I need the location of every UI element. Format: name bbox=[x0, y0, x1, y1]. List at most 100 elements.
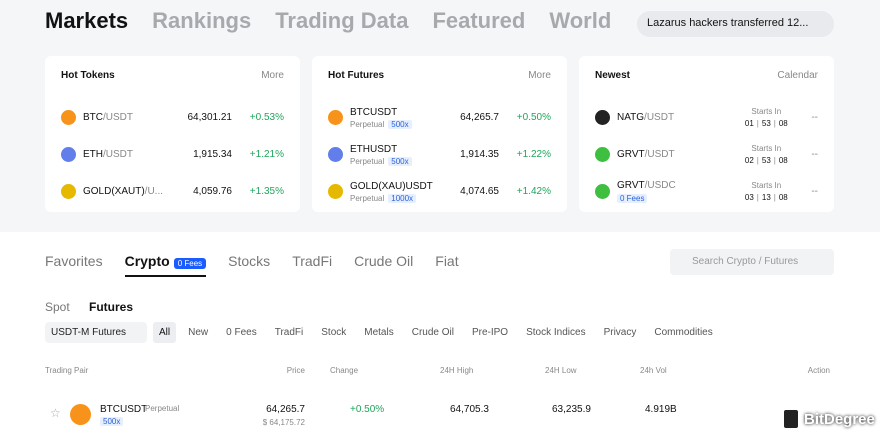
leverage: 500x bbox=[100, 417, 124, 426]
pair-line: NATG/USDT bbox=[617, 112, 741, 123]
filter-chip[interactable]: New bbox=[188, 327, 209, 338]
filter-chip[interactable]: All bbox=[153, 322, 177, 343]
market-tab[interactable]: TradFi bbox=[292, 253, 333, 269]
card-row[interactable]: GOLD(XAU)USDT Perpetual 1000x 4,074.65 +1.42… bbox=[328, 173, 551, 210]
timer-part: 13 bbox=[761, 193, 771, 202]
card-hot_tokens: Hot Tokens More BTC/USDT 64,301.21 +0.53% ETH… bbox=[45, 56, 300, 212]
fee-badge: 0 Fees bbox=[173, 258, 207, 269]
low: 63,235.9 bbox=[552, 404, 591, 415]
starts-label: Starts In bbox=[751, 107, 782, 116]
watermark-text: BitDegree bbox=[804, 410, 875, 428]
filters: USDT-M Futures All New 0 Fees TradFi Stock Met… bbox=[45, 322, 725, 343]
quote: /U... bbox=[144, 186, 164, 197]
market-dropdown[interactable]: USDT-M Futures bbox=[45, 322, 147, 343]
market-tab[interactable]: Crude Oil bbox=[354, 253, 414, 269]
card-link[interactable]: Calendar bbox=[777, 70, 818, 81]
nav-tab[interactable]: Featured bbox=[432, 8, 526, 33]
filter-chip[interactable]: Metals bbox=[364, 327, 394, 338]
change: +0.50% bbox=[350, 404, 385, 415]
filter-chip[interactable]: TradFi bbox=[274, 327, 304, 338]
market-tab[interactable]: Stocks bbox=[228, 253, 271, 269]
card-row[interactable]: GRVT/USDT Starts In 02 | 53 | 08 -- bbox=[595, 136, 818, 173]
card-title: Hot Futures bbox=[328, 70, 385, 81]
market-tab[interactable]: Fiat bbox=[435, 253, 459, 269]
timer-part: 03 bbox=[744, 193, 754, 202]
timer-part: 08 bbox=[778, 156, 788, 165]
pair: GRVT/USDT bbox=[617, 149, 741, 160]
type: Perpetual bbox=[350, 156, 385, 166]
pair: GOLD(XAU)USDT Perpetual 1000x bbox=[350, 181, 460, 203]
sep: | bbox=[756, 193, 759, 202]
filter-chip[interactable]: Stock Indices bbox=[526, 327, 586, 338]
change: +1.21% bbox=[249, 149, 284, 160]
nav-tab[interactable]: Trading Data bbox=[275, 8, 409, 33]
type: Perpetual bbox=[350, 193, 385, 203]
coin-icon bbox=[328, 184, 343, 199]
sub-tab[interactable]: Futures bbox=[89, 300, 134, 314]
card-row[interactable]: BTCUSDT Perpetual 500x 64,265.7 +0.50% bbox=[328, 99, 551, 136]
nav-tab[interactable]: Rankings bbox=[152, 8, 252, 33]
card-header: Hot Futures More bbox=[328, 70, 551, 81]
column-header: Price bbox=[286, 366, 305, 375]
filter-chip[interactable]: Stock bbox=[321, 327, 347, 338]
sep: | bbox=[756, 156, 759, 165]
market-tab[interactable]: Crypto 0 Fees bbox=[124, 253, 207, 277]
pair-line: GRVT/USDT bbox=[617, 149, 741, 160]
filter-chip[interactable]: Crude Oil bbox=[411, 327, 454, 338]
card-row[interactable]: GOLD(XAUT)/U... 4,059.76 +1.35% bbox=[61, 173, 284, 210]
status: -- bbox=[811, 186, 818, 197]
change: +1.35% bbox=[249, 186, 284, 197]
column-header: 24H Low bbox=[545, 366, 577, 375]
pair-line: GRVT/USDC bbox=[617, 180, 741, 191]
coin-icon bbox=[595, 110, 610, 125]
timer: 02 | 53 | 08 bbox=[741, 156, 791, 165]
search-box[interactable]: Search Crypto / Futures bbox=[670, 249, 834, 275]
pair: GOLD(XAUT)/U... bbox=[83, 186, 193, 197]
coin-icon bbox=[61, 147, 76, 162]
quote: /USDT bbox=[644, 149, 675, 160]
filter-chip[interactable]: Privacy bbox=[603, 327, 637, 338]
nav-tab[interactable]: Markets bbox=[45, 8, 129, 33]
column-header: Trading Pair bbox=[45, 366, 89, 375]
base: BTC bbox=[83, 112, 103, 123]
watermark: BitDegree bbox=[782, 408, 875, 430]
timer-part: 02 bbox=[744, 156, 754, 165]
coin-icon bbox=[595, 147, 610, 162]
nav-tab[interactable]: World bbox=[549, 8, 612, 33]
news-pill[interactable]: Lazarus hackers transferred 12... bbox=[637, 11, 834, 37]
card-row[interactable]: GRVT/USDC 0 Fees Starts In 03 | 13 | 08 -- bbox=[595, 173, 818, 210]
card-row[interactable]: ETH/USDT 1,915.34 +1.21% bbox=[61, 136, 284, 173]
countdown: Starts In 01 | 53 | 08 bbox=[741, 107, 791, 128]
card-row[interactable]: ETHUSDT Perpetual 500x 1,914.35 +1.22% bbox=[328, 136, 551, 173]
watermark-icon bbox=[782, 408, 800, 430]
card-row[interactable]: NATG/USDT Starts In 01 | 53 | 08 -- bbox=[595, 99, 818, 136]
card-title: Hot Tokens bbox=[61, 70, 115, 81]
card-link[interactable]: More bbox=[261, 70, 284, 81]
timer-part: 08 bbox=[778, 193, 788, 202]
column-header: 24H High bbox=[440, 366, 474, 375]
sep: | bbox=[773, 193, 776, 202]
pair-line: GOLD(XAUT)/U... bbox=[83, 186, 193, 197]
card-header: Newest Calendar bbox=[595, 70, 818, 81]
change: +1.42% bbox=[516, 186, 551, 197]
price: 1,915.34 bbox=[193, 149, 232, 160]
filter-chip[interactable]: 0 Fees bbox=[226, 327, 257, 338]
card-link[interactable]: More bbox=[528, 70, 551, 81]
filter-chip[interactable]: Commodities bbox=[654, 327, 713, 338]
pair-sub: 0 Fees bbox=[617, 193, 741, 204]
pair: ETH/USDT bbox=[83, 149, 193, 160]
starts-label: Starts In bbox=[751, 181, 782, 190]
countdown: Starts In 03 | 13 | 08 bbox=[741, 181, 791, 202]
market-tab[interactable]: Favorites bbox=[45, 253, 103, 269]
pair: BTC/USDT bbox=[83, 112, 188, 123]
base: GOLD(XAUT) bbox=[83, 186, 145, 197]
filter-chip[interactable]: Pre-IPO bbox=[471, 327, 509, 338]
sub-tab[interactable]: Spot bbox=[45, 300, 70, 314]
fee-tag: 0 Fees bbox=[617, 193, 648, 203]
change: +0.53% bbox=[249, 112, 284, 123]
card-row[interactable]: BTC/USDT 64,301.21 +0.53% bbox=[61, 99, 284, 136]
quote: /USDC bbox=[644, 179, 676, 191]
sep: | bbox=[773, 156, 776, 165]
pair-line: ETH/USDT bbox=[83, 149, 193, 160]
